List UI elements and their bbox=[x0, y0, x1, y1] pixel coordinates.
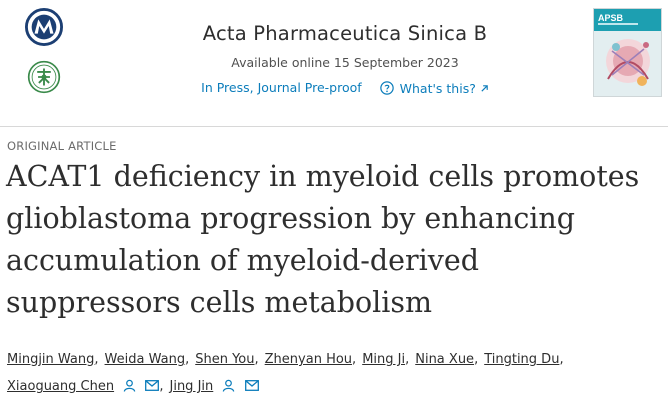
header-divider bbox=[0, 126, 668, 127]
author-link[interactable]: Jing Jin bbox=[169, 379, 214, 394]
author-link[interactable]: Nina Xue bbox=[415, 352, 475, 367]
author-link[interactable]: Weida Wang bbox=[104, 352, 186, 367]
whats-this-label: What's this? bbox=[399, 80, 476, 96]
author-link[interactable]: Shen You bbox=[195, 352, 255, 367]
person-icon[interactable] bbox=[123, 379, 136, 392]
society-logo-icon[interactable] bbox=[25, 8, 63, 46]
author-link[interactable]: Zhenyan Hou bbox=[264, 352, 353, 367]
journal-logos bbox=[22, 8, 66, 98]
author-link[interactable]: Xiaoguang Chen bbox=[7, 379, 115, 394]
author-separator: , bbox=[94, 352, 99, 367]
whats-this-link[interactable]: What's this? bbox=[379, 80, 489, 96]
envelope-icon[interactable] bbox=[145, 380, 160, 391]
author-line-2: Xiaoguang Chen , Jing Jin bbox=[7, 373, 667, 400]
author-separator: , bbox=[405, 352, 410, 367]
cover-subtitle-bar bbox=[598, 23, 638, 25]
author-line-1: Mingjin Wang, Weida Wang, Shen You, Zhenyan… bbox=[7, 346, 667, 373]
journal-name-link[interactable]: Acta Pharmaceutica Sinica B bbox=[202, 22, 488, 45]
person-icon[interactable] bbox=[222, 379, 235, 392]
cover-title-band: APSB bbox=[594, 9, 661, 31]
author-separator: , bbox=[254, 352, 259, 367]
author-separator: , bbox=[352, 352, 357, 367]
author-link[interactable]: Tingting Du bbox=[484, 352, 560, 367]
cover-journal-code: APSB bbox=[598, 13, 624, 23]
author-separator: , bbox=[185, 352, 190, 367]
author-list: Mingjin Wang, Weida Wang, Shen You, Zhenyan… bbox=[7, 346, 667, 400]
title-line: suppressors cells metabolism bbox=[6, 286, 433, 319]
journal-header: Acta Pharmaceutica Sinica B Available on… bbox=[150, 22, 540, 96]
available-online-date: Available online 15 September 2023 bbox=[231, 55, 459, 70]
title-line: glioblastoma progression by enhancing bbox=[6, 202, 575, 235]
author-link[interactable]: Mingjin Wang bbox=[7, 352, 95, 367]
article-type-label: ORIGINAL ARTICLE bbox=[7, 139, 117, 153]
external-link-icon bbox=[481, 84, 488, 92]
title-line: ACAT1 deficiency in myeloid cells promot… bbox=[6, 160, 640, 193]
author-separator: , bbox=[559, 352, 564, 367]
institute-seal-icon[interactable] bbox=[27, 60, 61, 94]
cover-artwork bbox=[594, 31, 661, 96]
in-press-link[interactable]: In Press, Journal Pre-proof bbox=[201, 80, 362, 95]
envelope-icon[interactable] bbox=[244, 380, 259, 391]
article-title: ACAT1 deficiency in myeloid cells promot… bbox=[6, 156, 666, 324]
title-line: accumulation of myeloid-derived bbox=[6, 244, 479, 277]
author-separator: , bbox=[474, 352, 479, 367]
journal-cover-thumbnail[interactable]: APSB bbox=[594, 9, 661, 96]
author-separator: , bbox=[159, 379, 164, 394]
author-link[interactable]: Ming Ji bbox=[362, 352, 406, 367]
question-circle-icon bbox=[379, 81, 394, 95]
article-status-row: In Press, Journal Pre-proof What's this? bbox=[150, 79, 540, 96]
